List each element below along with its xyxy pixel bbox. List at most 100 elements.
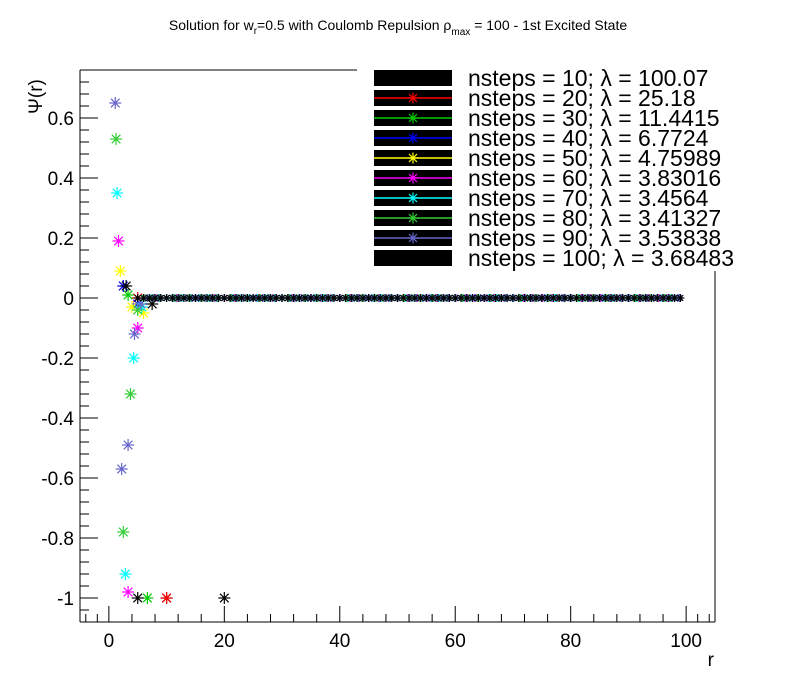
- y-tick-label: 0.2: [48, 229, 74, 250]
- data-point: [457, 294, 465, 302]
- data-point: [122, 439, 135, 451]
- data-point: [137, 307, 150, 319]
- legend-label: nsteps = 100; λ = 3.68483: [468, 245, 734, 271]
- data-point: [503, 294, 512, 302]
- legend-label: nsteps = 30; λ = 11.4415: [468, 105, 719, 131]
- y-tick-label: -1: [57, 589, 74, 610]
- legend-entry: nsteps = 70; λ = 3.4564: [374, 185, 709, 211]
- data-point: [405, 294, 414, 302]
- data-point: [566, 294, 575, 302]
- legend-marker: [407, 192, 419, 204]
- legend-label: nsteps = 70; λ = 3.4564: [468, 185, 709, 211]
- data-markers: [109, 97, 685, 604]
- data-point: [474, 294, 483, 302]
- series-1-markers: [160, 294, 633, 604]
- data-point: [347, 294, 356, 302]
- legend-entry: nsteps = 60; λ = 3.83016: [374, 165, 721, 191]
- chart-title-subscript-max: max: [451, 27, 470, 38]
- x-axis-label: r: [708, 650, 715, 671]
- data-point: [595, 294, 604, 302]
- series-10-markers: [120, 280, 685, 604]
- y-tick-label: -0.4: [41, 409, 74, 430]
- data-point: [146, 298, 159, 310]
- y-tick-label: -0.2: [41, 349, 74, 370]
- data-point: [335, 294, 344, 302]
- legend-marker: [407, 252, 419, 264]
- plot-area: [79, 69, 716, 623]
- y-tick-label: 0.4: [48, 169, 75, 190]
- data-point: [191, 294, 200, 302]
- data-point: [110, 133, 123, 145]
- x-tick-label: 0: [104, 631, 115, 652]
- data-point: [112, 235, 125, 247]
- data-point: [612, 294, 621, 302]
- data-point: [266, 294, 275, 302]
- y-tick-label: -0.6: [41, 469, 74, 490]
- data-point: [410, 294, 419, 302]
- legend-entry: nsteps = 20; λ = 25.18: [374, 85, 696, 111]
- data-point: [330, 294, 338, 302]
- data-point: [393, 294, 402, 302]
- y-tick-label: -0.8: [41, 529, 74, 550]
- chart-title: Solution for wr=0.5 with Coulomb Repulsi…: [169, 17, 627, 38]
- data-point: [364, 294, 373, 302]
- legend-entry: nsteps = 90; λ = 3.53838: [374, 225, 721, 251]
- data-point: [607, 294, 616, 302]
- data-point: [115, 463, 128, 475]
- series-6-markers: [112, 235, 682, 598]
- data-point: [218, 592, 231, 604]
- data-point: [114, 265, 127, 277]
- data-point: [416, 294, 425, 302]
- x-tick-label: 20: [214, 631, 235, 652]
- chart-title-subscript-r: r: [254, 26, 258, 37]
- data-point: [676, 294, 685, 302]
- data-point: [312, 294, 321, 302]
- legend-entry: nsteps = 100; λ = 3.68483: [374, 245, 734, 271]
- data-point: [117, 526, 130, 538]
- legend-marker: [407, 232, 419, 244]
- legend-label: nsteps = 50; λ = 4.75989: [468, 145, 721, 171]
- data-point: [630, 294, 639, 302]
- data-point: [584, 294, 592, 302]
- legend-marker: [407, 172, 419, 184]
- data-point: [214, 294, 223, 302]
- data-point: [124, 388, 137, 400]
- legend-label: nsteps = 60; λ = 3.83016: [468, 165, 721, 191]
- legend-marker: [407, 152, 419, 164]
- x-tick-label: 100: [670, 631, 702, 652]
- legend-entry: nsteps = 30; λ = 11.4415: [374, 105, 719, 131]
- x-tick-label: 40: [329, 631, 350, 652]
- x-tick-label: 60: [445, 631, 466, 652]
- data-point: [203, 294, 211, 302]
- data-point: [122, 289, 135, 301]
- data-point: [111, 187, 124, 199]
- data-point: [641, 294, 650, 302]
- legend-marker: [407, 72, 419, 84]
- legend-label: nsteps = 80; λ = 3.41327: [468, 205, 721, 231]
- series-5-markers: [114, 265, 679, 319]
- legend-label: nsteps = 10; λ = 100.07: [468, 65, 708, 91]
- data-point: [589, 294, 598, 302]
- data-point: [128, 328, 141, 340]
- legend-marker: [407, 132, 419, 144]
- data-point: [237, 294, 246, 302]
- data-point: [381, 294, 390, 302]
- legend-label: nsteps = 20; λ = 25.18: [468, 85, 696, 111]
- legend-entry: nsteps = 10; λ = 100.07: [374, 65, 708, 91]
- legend-marker: [407, 212, 419, 224]
- legend-entry: nsteps = 80; λ = 3.41327: [374, 205, 721, 231]
- data-point: [131, 592, 144, 604]
- data-point: [122, 586, 135, 598]
- data-point: [624, 294, 633, 302]
- series-2-markers: [131, 292, 662, 604]
- y-tick-label: 0.6: [48, 109, 74, 130]
- data-point: [127, 352, 140, 364]
- y-axis: -1 -0.8 -0.6 -0.4 -0.2 0 0.2 0.4 0.6: [41, 81, 98, 611]
- data-point: [353, 294, 362, 302]
- series-3-markers: [122, 289, 671, 604]
- data-point: [278, 294, 287, 302]
- legend-marker: [407, 92, 419, 104]
- data-point: [160, 592, 173, 604]
